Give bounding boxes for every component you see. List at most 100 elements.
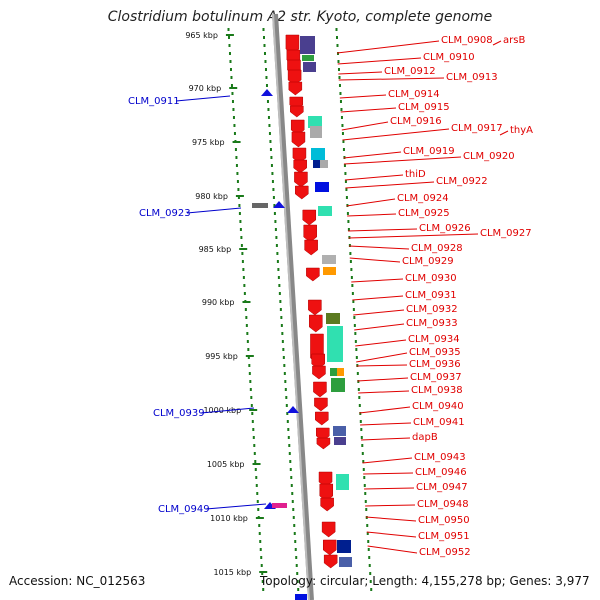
map-title: Clostridium botulinum A2 str. Kyoto, com… xyxy=(107,9,493,25)
forward-gene-arrow xyxy=(294,171,308,188)
track-dot xyxy=(251,420,254,423)
track-dot xyxy=(294,548,297,551)
forward-gene-label: arsB xyxy=(503,35,525,46)
forward-gene-label: CLM_0920 xyxy=(463,151,515,162)
track-dot xyxy=(282,348,285,351)
track-dot xyxy=(266,100,269,103)
tick-mark xyxy=(245,355,254,357)
tick-label: 1010 kbp xyxy=(210,514,248,523)
gene-feature-box xyxy=(295,594,307,600)
leader-line xyxy=(175,95,231,102)
track-dot xyxy=(254,460,257,463)
forward-gene-label: CLM_0910 xyxy=(423,52,475,63)
tick-mark xyxy=(249,409,258,411)
track-dot xyxy=(249,388,252,391)
track-dot xyxy=(240,244,243,247)
track-dot xyxy=(265,84,268,87)
gene-feature-box xyxy=(336,474,349,490)
track-dot xyxy=(243,284,246,287)
gene-feature-box xyxy=(313,160,321,168)
label-layer: CLM_0908 arsB CLM_0910 CLM_0912 CLM_0913 CLM_… xyxy=(128,35,533,558)
track-dot xyxy=(353,324,356,327)
track-dot xyxy=(247,356,250,359)
feature-layer xyxy=(252,34,352,600)
track-dot xyxy=(273,204,276,207)
track-dot xyxy=(271,180,274,183)
track-dot xyxy=(253,444,256,447)
forward-gene-arrow xyxy=(291,131,306,148)
forward-gene-label: CLM_0930 xyxy=(405,273,457,284)
track-dot xyxy=(252,436,255,439)
track-dot xyxy=(239,220,242,223)
track-dot xyxy=(369,580,372,583)
forward-gene-arrow xyxy=(303,224,317,243)
track-dot xyxy=(295,556,298,559)
track-dot xyxy=(264,60,267,63)
track-dot xyxy=(354,340,357,343)
leader-line xyxy=(357,377,409,382)
track-dot xyxy=(246,340,249,343)
track-dot xyxy=(287,436,290,439)
leader-line xyxy=(343,151,402,159)
track-dot xyxy=(368,556,371,559)
track-dot xyxy=(348,244,351,247)
leader-line xyxy=(348,233,479,239)
forward-gene-label: CLM_0917 xyxy=(451,123,503,134)
track-dot xyxy=(233,132,236,135)
track-dot xyxy=(279,308,282,311)
forward-gene-label: thyA xyxy=(510,125,533,136)
leader-line xyxy=(356,364,408,367)
gene-feature-box xyxy=(311,148,325,160)
forward-gene-label: CLM_0928 xyxy=(411,243,463,254)
track-dot xyxy=(267,108,270,111)
tick-mark xyxy=(242,301,251,303)
track-dot xyxy=(338,84,341,87)
track-dot xyxy=(355,348,358,351)
leader-line xyxy=(345,181,435,189)
track-dot xyxy=(238,212,241,215)
leader-line xyxy=(356,352,408,363)
forward-gene-label: CLM_0915 xyxy=(398,102,450,113)
forward-gene-label: CLM_0931 xyxy=(405,290,457,301)
track-dot xyxy=(286,412,289,415)
track-dot xyxy=(277,276,280,279)
tick-label: 990 kbp xyxy=(202,298,235,307)
forward-gene-label: CLM_0952 xyxy=(419,547,471,558)
tick-label: 1015 kbp xyxy=(214,568,252,577)
track-dot xyxy=(359,412,362,415)
tick-label: 965 kbp xyxy=(185,31,218,40)
forward-gene-label: CLM_0925 xyxy=(398,208,450,219)
gene-feature-box xyxy=(327,326,343,362)
genome-backbone-highlight xyxy=(272,13,310,600)
track-dot xyxy=(361,452,364,455)
tick-mark xyxy=(225,34,234,36)
track-dot xyxy=(252,428,255,431)
track-dot xyxy=(294,540,297,543)
forward-gene-label: thiD xyxy=(405,169,426,180)
track-dot xyxy=(253,452,256,455)
track-dot xyxy=(276,260,279,263)
leader-line xyxy=(200,407,255,414)
track-dot xyxy=(342,140,345,143)
track-dot xyxy=(263,52,266,55)
gene-feature-box xyxy=(320,160,328,168)
gene-feature-box xyxy=(318,206,332,216)
track-dot xyxy=(341,124,344,127)
leader-line xyxy=(366,531,417,538)
track-dot xyxy=(337,68,340,71)
forward-gene-arrow xyxy=(288,81,303,96)
forward-gene-arrow xyxy=(295,185,309,200)
track-dot xyxy=(242,268,245,271)
tick-layer: 965 kbp 970 kbp 975 kbp 980 kbp 985 kbp 990 k… xyxy=(185,31,268,577)
gene-feature-box xyxy=(339,557,352,567)
track-dot xyxy=(362,468,365,471)
track-dot xyxy=(242,276,245,279)
leader-line xyxy=(344,174,404,181)
track-dot xyxy=(261,580,264,583)
track-dot xyxy=(233,124,236,127)
gene-feature-box xyxy=(302,55,314,61)
leader-line xyxy=(338,71,383,75)
track-dot xyxy=(296,572,299,575)
track-dot xyxy=(283,372,286,375)
forward-gene-label: CLM_0919 xyxy=(403,146,455,157)
